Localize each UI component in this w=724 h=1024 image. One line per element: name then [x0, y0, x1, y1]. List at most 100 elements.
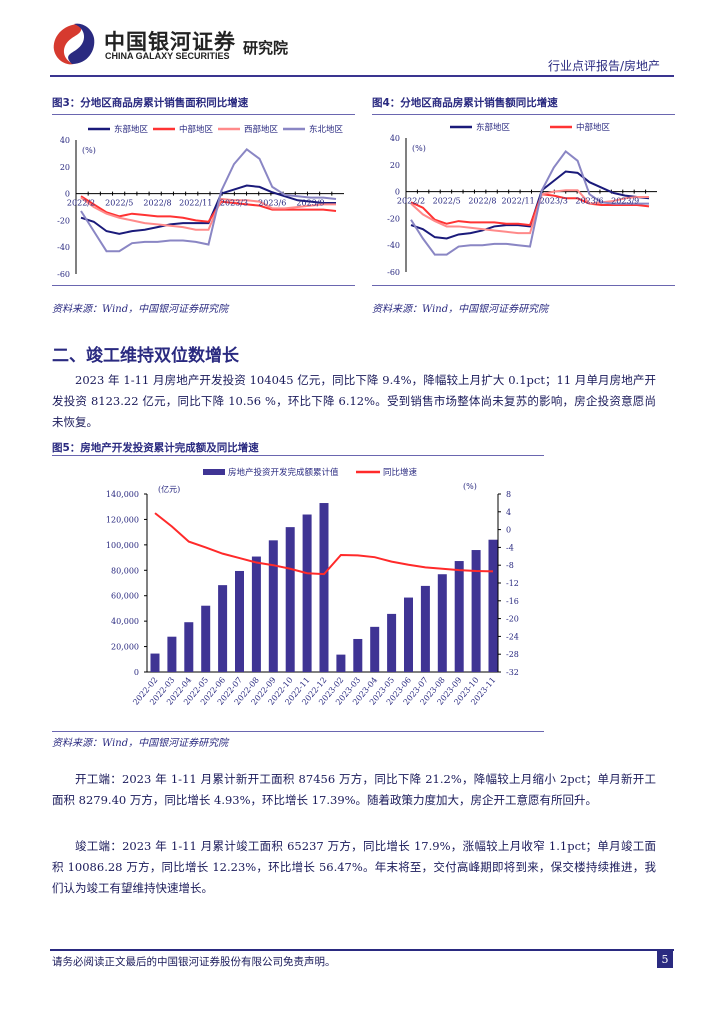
- fig3-x-tick-label: 2022/8: [143, 199, 171, 208]
- fig5-y2-tick-label: 8: [506, 490, 511, 499]
- fig5-y2-tick-label: 4: [506, 508, 511, 517]
- fig4-x-tick-label: 2022/2: [397, 197, 425, 206]
- fig4-x-tick-label: 2022/8: [468, 197, 496, 206]
- fig5-bar: [353, 638, 363, 672]
- fig4-series-line-2: [410, 189, 649, 235]
- report-type: 行业点评报告/房地产: [548, 59, 661, 73]
- paragraph-new-starts: 开工端：2023 年 1-11 月累计新开工面积 87456 万方，同比下降 2…: [52, 772, 656, 807]
- company-name-en: CHINA GALAXY SECURITIES: [105, 51, 230, 61]
- fig5-bar: [150, 653, 160, 672]
- fig3-legend-label: 西部地区: [244, 124, 279, 135]
- fig4-y-tick-label: 20: [390, 161, 400, 170]
- fig5-bar: [218, 585, 228, 672]
- fig3-y-tick-label: 0: [65, 190, 70, 199]
- fig4-y-tick-label: -20: [387, 214, 400, 223]
- paragraph-completions: 竣工端：2023 年 1-11 月累计竣工面积 65237 万方，同比增长 17…: [52, 839, 656, 895]
- fig3-x-tick-label: 2023/6: [258, 199, 286, 208]
- page-number: 5: [657, 951, 673, 968]
- fig3-bottom-divider: [52, 285, 355, 286]
- fig5-y-unit: (亿元): [158, 484, 180, 494]
- fig5-legend-line-label: 同比增速: [383, 467, 418, 478]
- fig5-y-tick-label: 80,000: [111, 566, 139, 575]
- fig5-y2-tick-label: -20: [506, 615, 519, 624]
- fig3-series-line-0: [80, 184, 336, 235]
- fig4-series-line-0: [410, 170, 650, 240]
- fig3-x-tick-label: 2023/9: [296, 199, 324, 208]
- footer-divider: [50, 949, 674, 951]
- fig3-divider: [52, 114, 355, 115]
- footer-disclaimer: 请务必阅读正文最后的中国银河证券股份有限公司免责声明。: [52, 956, 336, 968]
- fig4-series-line-1: [410, 193, 650, 227]
- fig5-bar: [285, 527, 295, 672]
- fig4-y-tick-label: -60: [387, 268, 400, 277]
- fig4-legend-label: 东部地区: [476, 122, 511, 133]
- fig5-y2-tick-label: 0: [506, 526, 511, 535]
- fig5-y2-tick-label: -8: [506, 561, 514, 570]
- fig5-y2-tick-label: -24: [506, 632, 519, 641]
- fig3-legend-label: 中部地区: [179, 124, 214, 135]
- fig5-bar: [201, 605, 211, 672]
- fig5-bar: [235, 570, 244, 672]
- fig5-yoy-line: [154, 512, 494, 576]
- fig5-y-tick-label: 60,000: [111, 592, 139, 601]
- fig4-bottom-divider: [372, 285, 675, 286]
- section-title: 二、竣工维持双位数增长: [52, 346, 239, 366]
- fig5-legend-bar-label: 房地产投资开发完成额累计值: [228, 467, 339, 478]
- fig5-y-tick-label: 100,000: [106, 541, 139, 550]
- fig4-y-unit: (%): [412, 144, 426, 153]
- fig3-legend-label: 东北地区: [309, 124, 344, 135]
- fig5-y-tick-label: 0: [134, 668, 139, 677]
- fig5-bar: [437, 574, 447, 672]
- fig5-bar: [404, 597, 413, 672]
- fig5-bottom-divider: [52, 731, 544, 732]
- fig3-x-tick-label: 2022/5: [105, 199, 133, 208]
- fig3-x-tick-label: 2022/2: [67, 199, 95, 208]
- fig5-y2-tick-label: -12: [506, 579, 519, 588]
- fig5-y-tick-label: 120,000: [106, 515, 139, 524]
- fig5-y2-unit: (%): [463, 482, 477, 491]
- fig3-y-tick-label: 20: [60, 163, 70, 172]
- fig3-y-tick-label: -60: [57, 270, 70, 279]
- fig4-x-tick-label: 2023/9: [611, 197, 639, 206]
- fig3-title: 图3：分地区商品房累计销售面积同比增速: [52, 97, 249, 109]
- fig5-legend-bar-swatch: [203, 469, 225, 475]
- fig4-y-tick-label: 40: [390, 134, 400, 143]
- fig4-x-tick-label: 2022/5: [433, 197, 461, 206]
- fig4-source: 资料来源：Wind，中国银河证券研究院: [372, 304, 549, 315]
- fig5-source: 资料来源：Wind，中国银河证券研究院: [52, 738, 229, 749]
- fig3-y-tick-label: -20: [57, 216, 70, 225]
- fig5-bar: [184, 622, 194, 672]
- company-name-cn: 中国银河证券: [104, 30, 236, 54]
- fig3-x-tick-label: 2023/3: [220, 199, 248, 208]
- fig5-y2-tick-label: -32: [506, 668, 519, 677]
- fig5-y-tick-label: 20,000: [111, 643, 139, 652]
- header-divider: [50, 75, 674, 77]
- fig3-series-line-1: [80, 195, 337, 223]
- fig4-divider: [372, 114, 675, 115]
- paragraph-investment: 2023 年 1-11 月房地产开发投资 104045 亿元，同比下降 9.4%…: [52, 373, 656, 429]
- fig4-title: 图4：分地区商品房累计销售额同比增速: [372, 97, 558, 109]
- fig5-bar: [302, 514, 312, 672]
- fig5-y-tick-label: 140,000: [106, 490, 139, 499]
- fig3-y-tick-label: -40: [57, 243, 70, 252]
- fig3-x-tick-label: 2022/11: [179, 199, 212, 208]
- fig5-bar: [420, 585, 430, 672]
- fig5-divider: [52, 455, 544, 456]
- fig4-y-tick-label: 0: [395, 188, 400, 197]
- fig5-y2-tick-label: -28: [506, 650, 519, 659]
- fig3-y-unit: (%): [82, 146, 96, 155]
- fig5-bar: [454, 561, 464, 672]
- fig5-bar: [251, 556, 261, 672]
- fig4-series-line-3: [410, 149, 649, 256]
- fig5-bar: [488, 539, 498, 672]
- fig4-x-tick-label: 2022/11: [501, 197, 534, 206]
- fig5-bar: [387, 613, 397, 672]
- fig3-series-line-2: [80, 196, 336, 231]
- fig3-source: 资料来源：Wind，中国银河证券研究院: [52, 304, 229, 315]
- institute-name: 研究院: [243, 39, 289, 57]
- fig5-title: 图5：房地产开发投资累计完成额及同比增速: [52, 442, 259, 454]
- fig5-bar: [471, 550, 481, 672]
- fig3-series-line-3: [80, 148, 337, 253]
